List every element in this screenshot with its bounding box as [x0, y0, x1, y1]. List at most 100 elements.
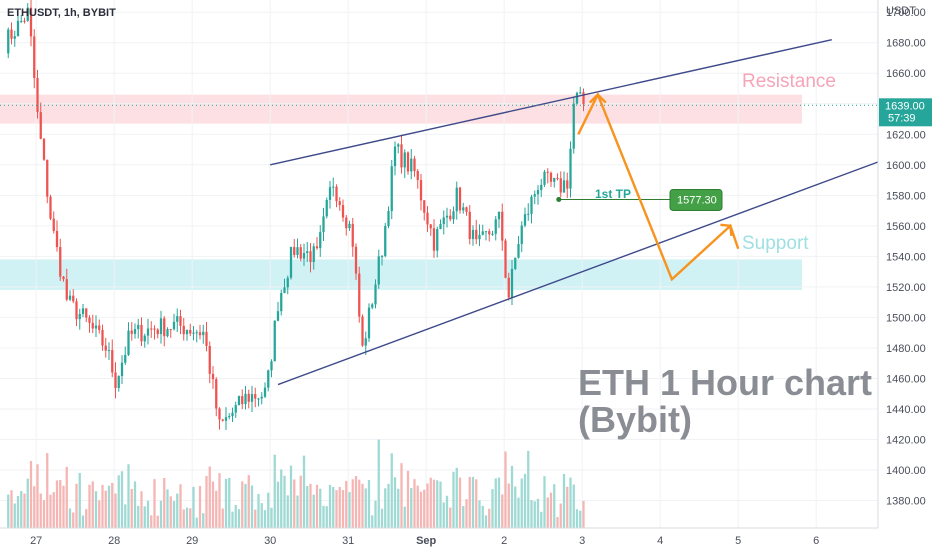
volume-bar — [377, 439, 380, 528]
candle-body — [270, 361, 273, 371]
candle-body — [150, 328, 153, 330]
candle-body — [192, 332, 195, 334]
candle-body — [312, 246, 315, 262]
time-axis[interactable]: 27 28 29 30 31 Sep 2 3 4 5 6 — [30, 535, 819, 547]
volume-bar — [507, 483, 510, 528]
volume-bar — [143, 506, 146, 528]
candle-body — [267, 370, 270, 388]
channel-lower-line[interactable] — [277, 161, 879, 386]
time-tick-label: 5 — [735, 535, 741, 547]
volume-bar — [91, 481, 94, 528]
candle-body — [156, 329, 159, 335]
volume-bar — [397, 488, 400, 528]
time-tick-label: 30 — [264, 535, 276, 547]
candle-body — [302, 253, 306, 259]
candle-body — [387, 211, 390, 227]
chart-title-line2: (Bybit) — [578, 399, 692, 440]
candle-body — [172, 321, 176, 330]
volume-bar — [504, 451, 507, 528]
volume-bar — [267, 492, 270, 528]
volume-bar — [283, 475, 286, 528]
candle-body — [254, 394, 257, 399]
candle-body — [85, 308, 88, 318]
volume-bar — [111, 482, 114, 528]
volume-bar — [137, 505, 140, 528]
volume-bar — [231, 511, 234, 528]
candle-body — [211, 373, 215, 380]
candle-body — [202, 331, 205, 336]
volume-bar — [390, 453, 393, 528]
candle-body — [101, 329, 104, 346]
candle-body — [276, 311, 280, 321]
candle-body — [338, 201, 341, 206]
price-tick-label: 1660.00 — [886, 68, 926, 80]
volume-bar — [189, 508, 192, 528]
candle-body — [458, 187, 462, 211]
volume-bar — [182, 509, 185, 528]
candle-body — [507, 277, 510, 298]
current-price-tag: 1639.00 57:39 — [879, 98, 932, 127]
volume-bar — [218, 473, 221, 528]
volume-bar — [416, 485, 419, 528]
volume-bar — [413, 479, 416, 528]
volume-bar — [250, 485, 254, 528]
candle-body — [582, 92, 585, 105]
candle-body — [247, 393, 250, 402]
volume-bar — [478, 500, 481, 528]
volume-bar — [176, 493, 179, 528]
candle-body — [432, 228, 436, 251]
candle-body — [332, 186, 335, 188]
candle-body — [536, 190, 540, 195]
candle-body — [224, 417, 228, 421]
candle-body — [419, 180, 423, 201]
candle-body — [205, 331, 208, 347]
candle-body — [540, 184, 543, 191]
candle-body — [46, 159, 49, 197]
price-axis[interactable]: 1380.00 1400.00 1420.00 1440.00 1460.00 1480.… — [886, 7, 926, 507]
candle-body — [514, 257, 517, 269]
candle-body — [566, 180, 569, 189]
candle-body — [488, 231, 491, 235]
volume-bar — [23, 493, 26, 528]
candle-body — [397, 144, 400, 147]
candle-body — [23, 20, 26, 22]
volume-bar — [260, 503, 263, 528]
volume-bar — [530, 500, 533, 528]
candle-body — [510, 268, 514, 298]
volume-bar — [468, 476, 471, 528]
candle-body — [403, 152, 406, 168]
projection-path[interactable] — [577, 91, 740, 282]
candle-body — [426, 212, 429, 225]
channel-upper-line[interactable] — [270, 38, 832, 166]
grid-layer — [0, 0, 878, 528]
candle-body — [345, 217, 348, 229]
candle-body — [429, 224, 432, 229]
volume-bar — [39, 493, 42, 528]
volume-bar — [562, 473, 566, 528]
candle-body — [445, 215, 449, 218]
zones-layer — [0, 94, 802, 290]
candle-body — [36, 78, 39, 113]
volume-bar — [553, 484, 556, 528]
candle-body — [361, 316, 364, 346]
candle-body — [553, 177, 556, 182]
candle-body — [546, 171, 549, 173]
volume-bar — [449, 507, 452, 528]
volume-bar — [471, 476, 475, 528]
candle-body — [215, 379, 218, 409]
candle-body — [62, 276, 65, 280]
volume-bar — [510, 465, 514, 528]
candle-body — [153, 328, 156, 330]
time-tick-label: 31 — [342, 535, 354, 547]
volume-bar — [13, 503, 16, 528]
candle-body — [20, 20, 23, 22]
volume-bar — [153, 479, 156, 528]
price-tick-label: 1560.00 — [886, 221, 926, 233]
candle-body — [117, 376, 120, 388]
candle-body — [374, 284, 377, 305]
candle-body — [250, 394, 254, 402]
candle-body — [393, 146, 397, 167]
price-tick-label: 1380.00 — [886, 496, 926, 508]
